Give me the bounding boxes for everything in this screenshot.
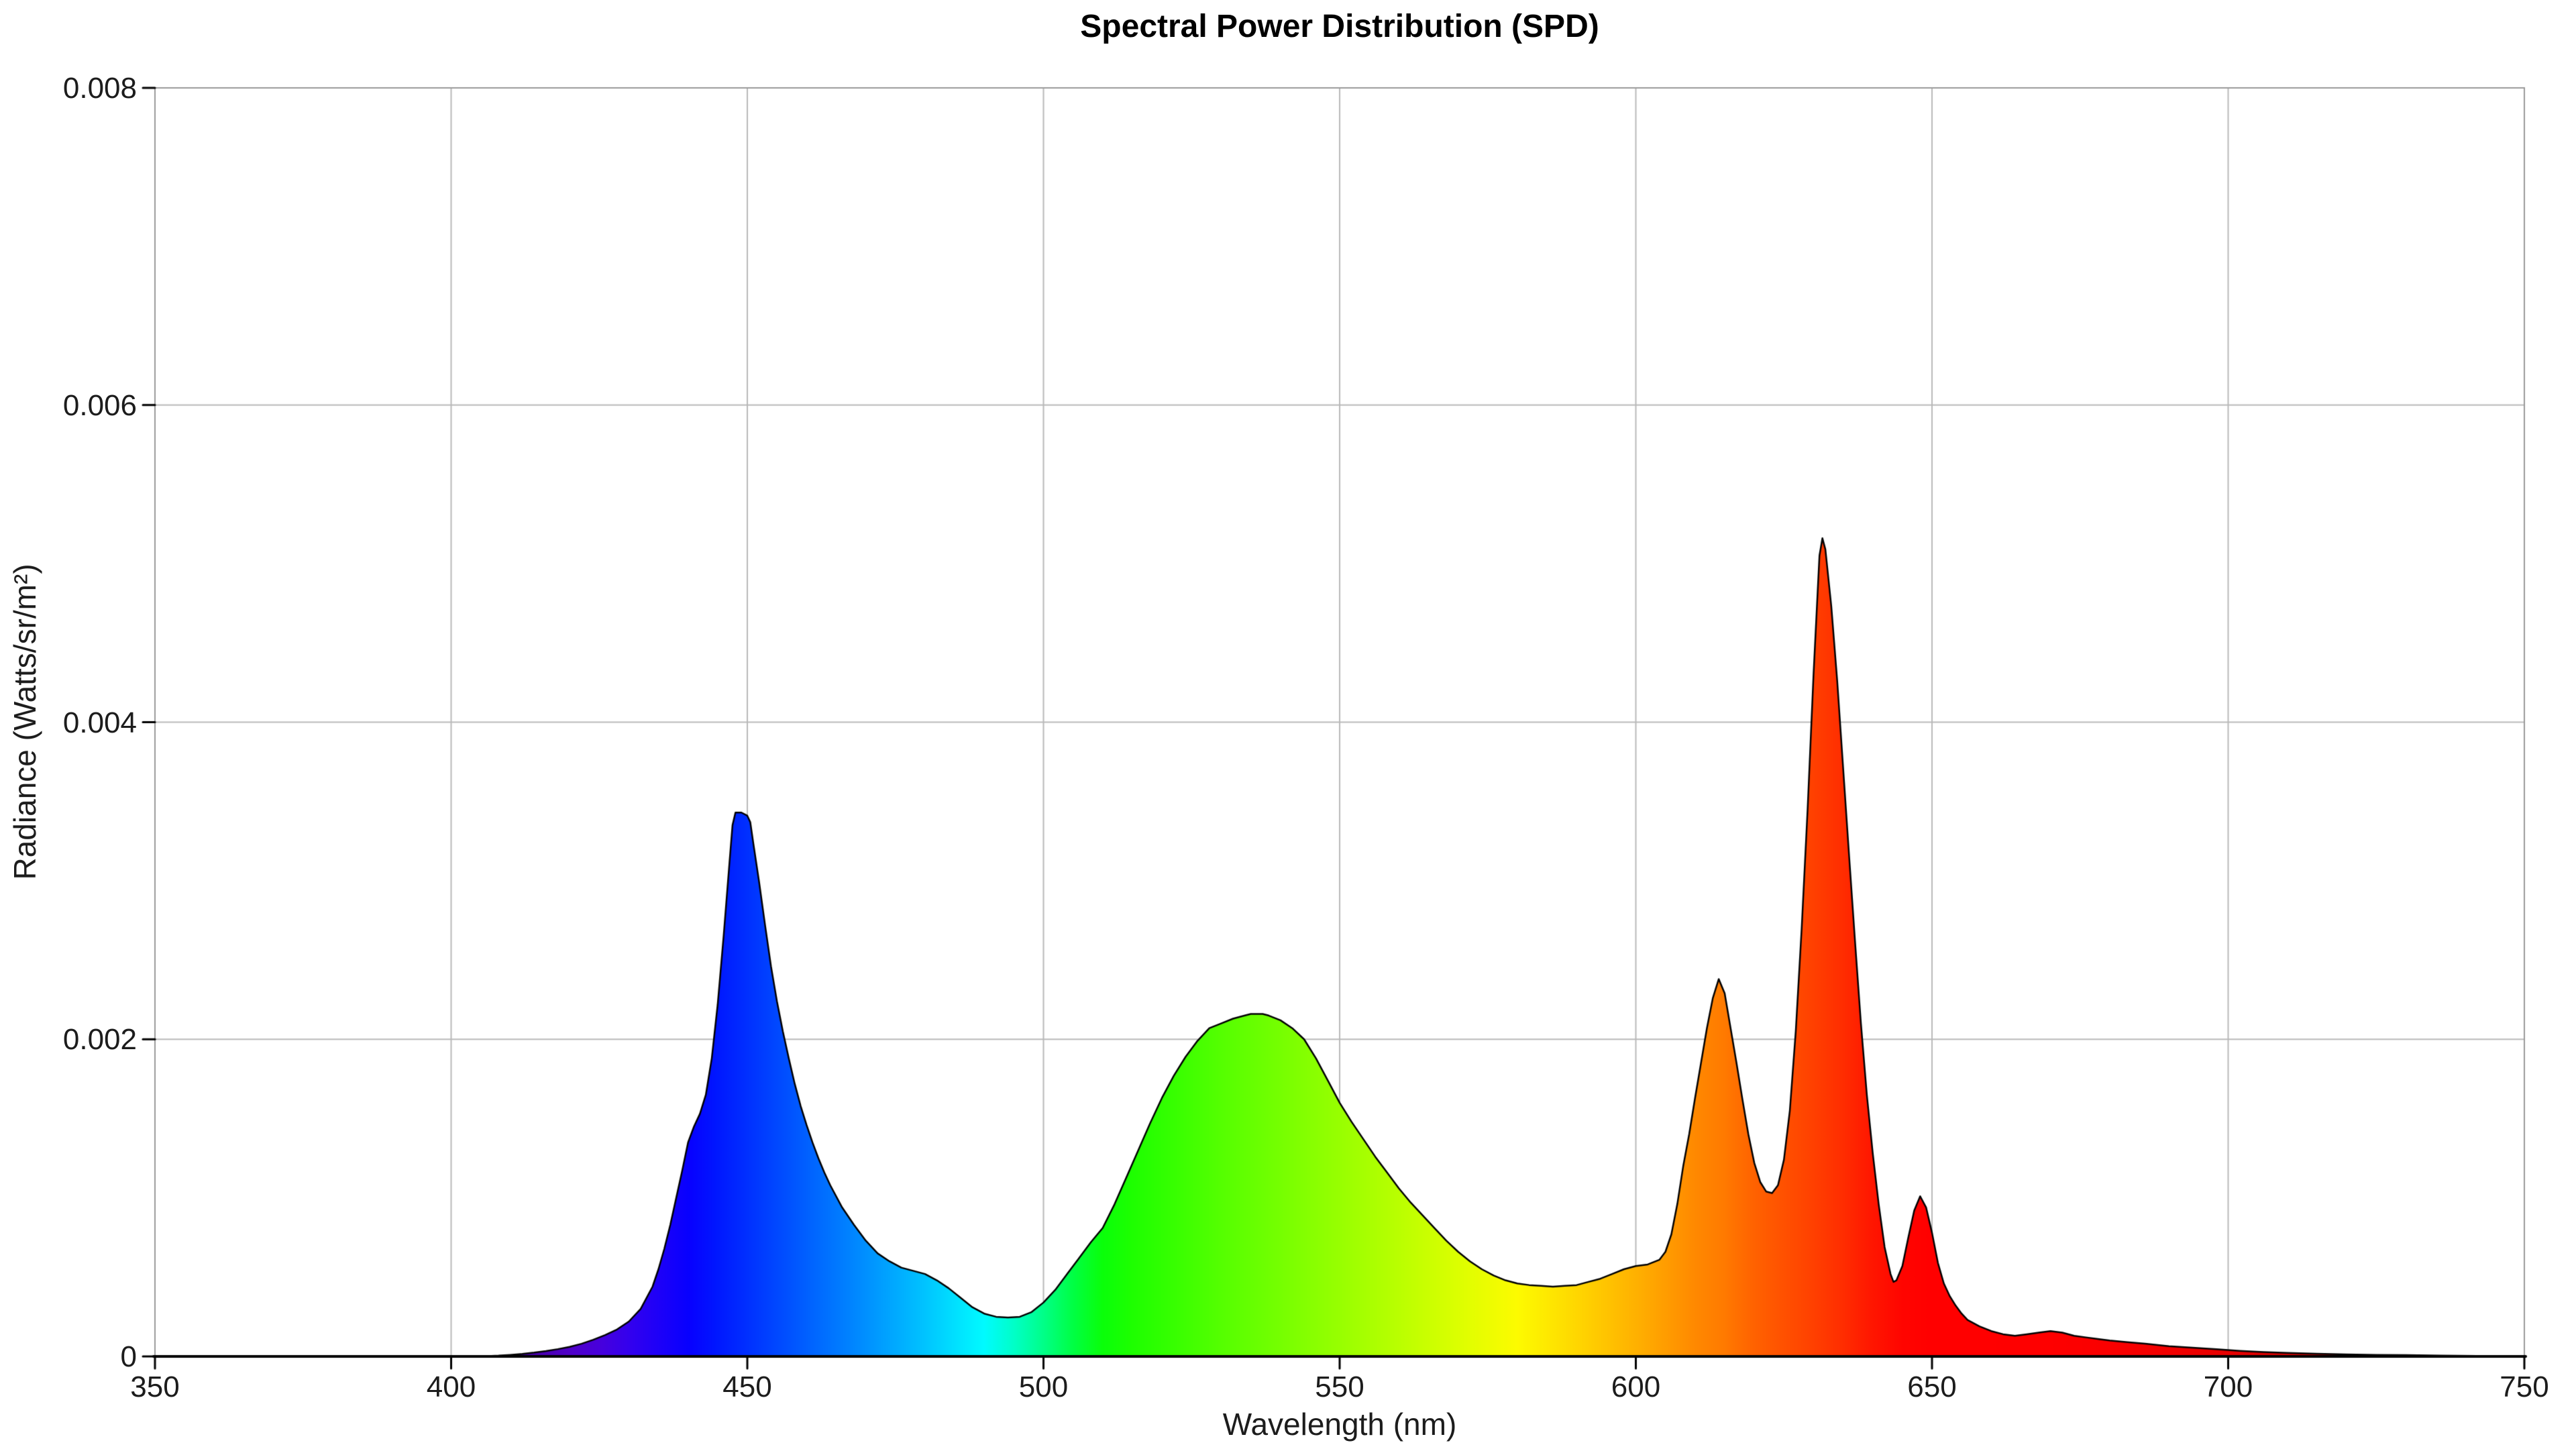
x-tick-label-350: 350	[130, 1371, 180, 1403]
x-tick-label-450: 450	[722, 1371, 772, 1403]
x-tick-label-750: 750	[2500, 1371, 2549, 1403]
chart-title: Spectral Power Distribution (SPD)	[1080, 9, 1599, 44]
x-tick-label-550: 550	[1315, 1371, 1364, 1403]
y-tick-label-0.006: 0.006	[62, 388, 137, 422]
x-tick-label-650: 650	[1907, 1371, 1957, 1403]
x-tick-label-700: 700	[2203, 1371, 2253, 1403]
y-tick-label-0.004: 0.004	[62, 706, 137, 739]
y-tick-label-0: 0	[120, 1340, 137, 1373]
y-tick-label-0.008: 0.008	[62, 71, 137, 105]
x-tick-label-500: 500	[1018, 1371, 1069, 1403]
y-tick-label-0.002: 0.002	[62, 1023, 137, 1057]
x-tick-label-400: 400	[426, 1371, 476, 1403]
x-axis-title: Wavelength (nm)	[1222, 1407, 1457, 1442]
x-tick-label-600: 600	[1611, 1371, 1661, 1403]
